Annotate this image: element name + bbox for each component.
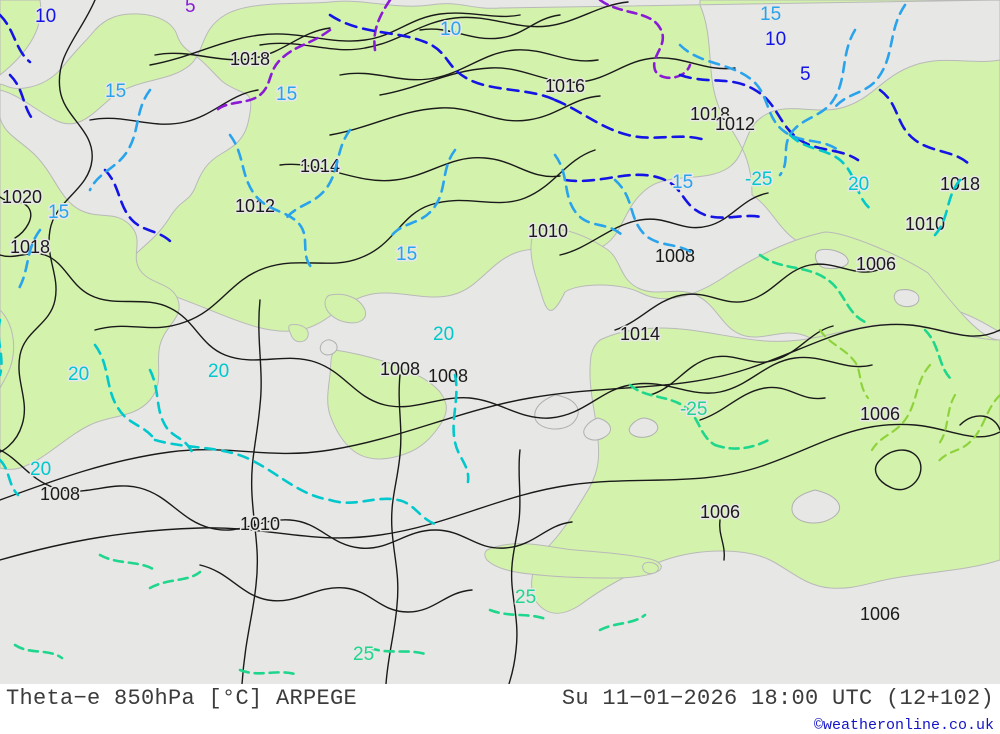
svg-text:15: 15 <box>396 244 417 265</box>
svg-text:10: 10 <box>765 29 786 50</box>
svg-text:20: 20 <box>68 364 89 385</box>
svg-text:5: 5 <box>185 0 196 17</box>
svg-text:20: 20 <box>433 324 454 345</box>
svg-text:1018: 1018 <box>940 174 980 194</box>
svg-text:1006: 1006 <box>700 502 740 522</box>
svg-text:5: 5 <box>800 64 811 85</box>
svg-text:25: 25 <box>515 587 536 608</box>
svg-text:15: 15 <box>276 84 297 105</box>
svg-text:1020: 1020 <box>2 187 42 207</box>
svg-text:1008: 1008 <box>40 484 80 504</box>
svg-text:1012: 1012 <box>715 114 755 134</box>
svg-text:25: 25 <box>353 644 374 665</box>
svg-text:1006: 1006 <box>860 404 900 424</box>
svg-text:1006: 1006 <box>856 254 896 274</box>
svg-text:1016: 1016 <box>545 76 585 96</box>
svg-text:1010: 1010 <box>528 221 568 241</box>
svg-text:1012: 1012 <box>235 196 275 216</box>
svg-text:10: 10 <box>35 6 56 27</box>
svg-text:1008: 1008 <box>380 359 420 379</box>
svg-text:10: 10 <box>440 19 461 40</box>
svg-text:15: 15 <box>105 81 126 102</box>
svg-text:20: 20 <box>848 174 869 195</box>
svg-text:1008: 1008 <box>655 246 695 266</box>
svg-text:1014: 1014 <box>300 156 340 176</box>
svg-text:1006: 1006 <box>860 604 900 624</box>
svg-text:15: 15 <box>760 4 781 25</box>
svg-text:1018: 1018 <box>230 49 270 69</box>
svg-text:-25: -25 <box>745 169 772 190</box>
svg-text:1010: 1010 <box>240 514 280 534</box>
svg-text:15: 15 <box>48 202 69 223</box>
svg-text:20: 20 <box>30 459 51 480</box>
svg-text:-25: -25 <box>680 399 707 420</box>
svg-text:20: 20 <box>208 361 229 382</box>
svg-text:1014: 1014 <box>620 324 660 344</box>
svg-text:15: 15 <box>672 172 693 193</box>
svg-text:1008: 1008 <box>428 366 468 386</box>
